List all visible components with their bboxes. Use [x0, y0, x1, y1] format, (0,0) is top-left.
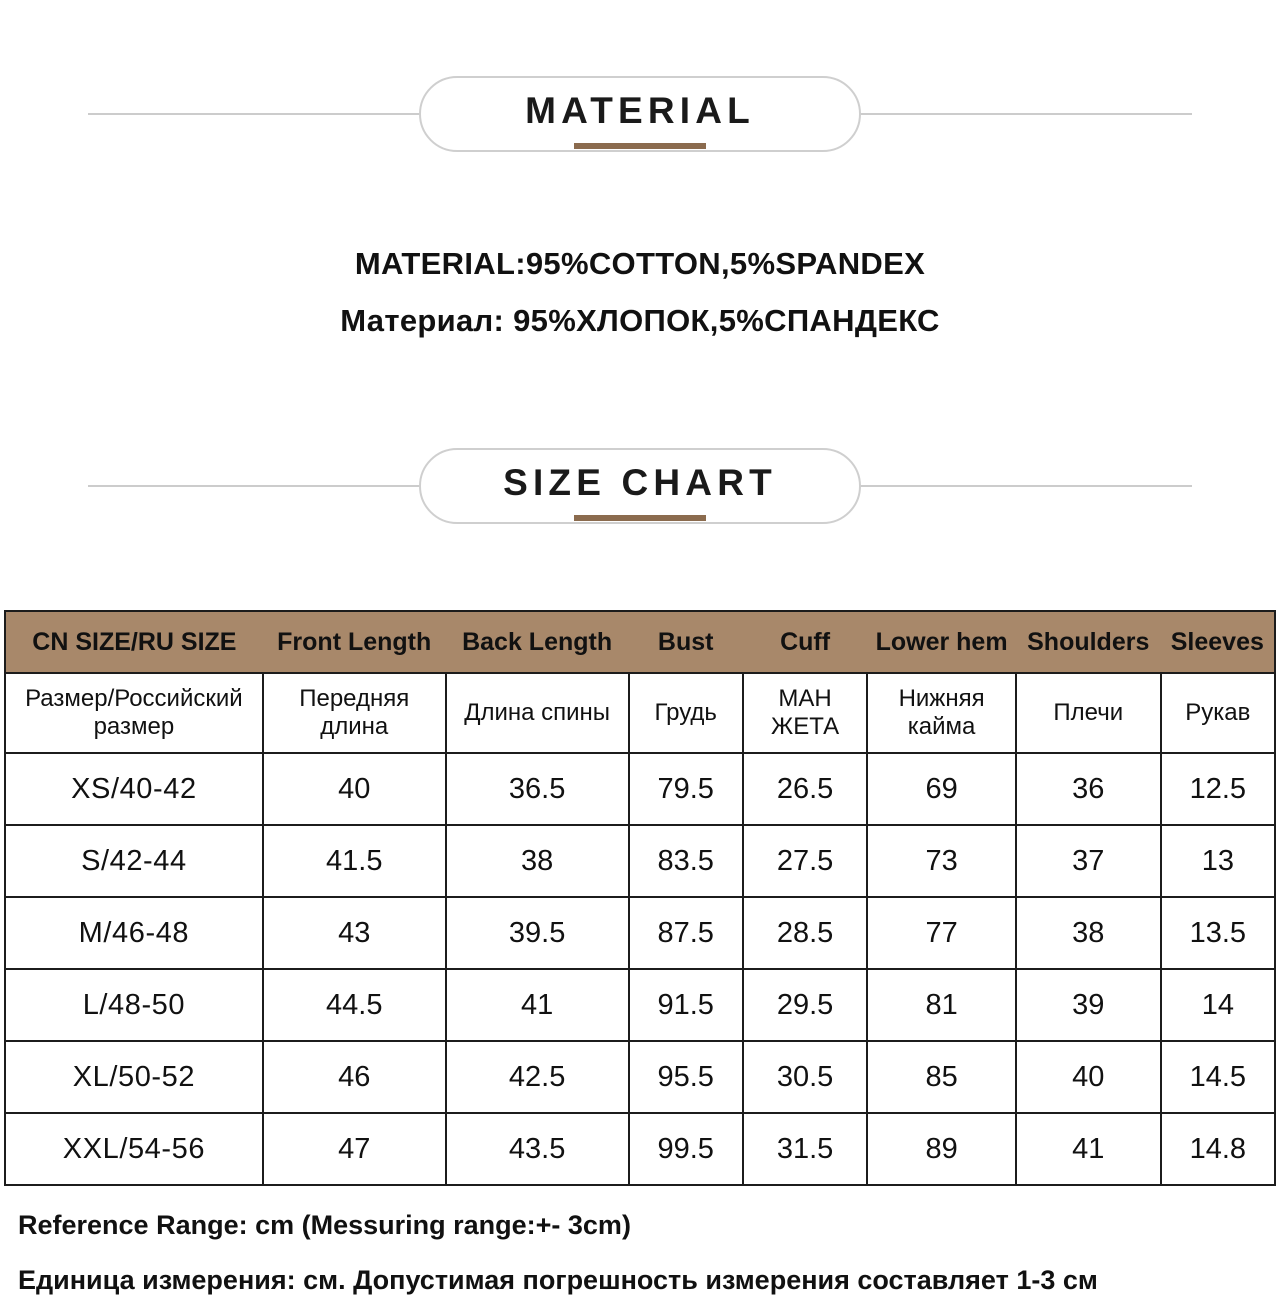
measurement-cell: 40	[1014, 1040, 1162, 1114]
column-header-en: Sleeves	[1160, 611, 1275, 673]
column-header-ru: Рукав	[1159, 672, 1277, 754]
measurement-cell: 95.5	[627, 1040, 744, 1114]
size-label-cell: M/46-48	[4, 896, 264, 970]
measurement-cell: 13	[1159, 824, 1277, 898]
material-title-pill: MATERIAL	[419, 76, 861, 152]
column-header-en: Shoulders	[1015, 611, 1161, 673]
measurement-cell: 81	[866, 968, 1017, 1042]
measurement-notes: Reference Range: cm (Messuring range:+- …	[0, 1212, 1280, 1294]
measurement-cell: 30.5	[741, 1040, 869, 1114]
material-section-title: MATERIAL	[525, 90, 755, 131]
column-header-en: Cuff	[742, 611, 868, 673]
column-header-ru: Передняя длина	[261, 672, 447, 754]
measurement-cell: 79.5	[627, 752, 744, 826]
measurement-cell: 12.5	[1159, 752, 1277, 826]
measurement-cell: 41	[1014, 1112, 1162, 1186]
size-chart-table-wrap: CN SIZE/RU SIZE Front Length Back Length Bu…	[0, 610, 1280, 1186]
measurement-cell: 27.5	[741, 824, 869, 898]
material-line-en: MATERIAL:95%COTTON,5%SPANDEX	[354, 246, 926, 281]
column-header-ru: МАН ЖЕТА	[741, 672, 869, 754]
column-header-ru: Длина спины	[444, 672, 630, 754]
column-header-en: Bust	[628, 611, 743, 673]
measurement-cell: 43.5	[444, 1112, 630, 1186]
column-header-en: CN SIZE/RU SIZE	[5, 611, 263, 673]
size-chart-title-pill: SIZE CHART	[419, 448, 861, 524]
table-row: XL/50-52 46 42.5 95.5 30.5 85 40 14.5	[4, 1040, 1277, 1114]
title-accent-underline	[574, 515, 706, 521]
header-row-ru: Размер/Российский размер Передняя длина Дл…	[4, 672, 1277, 754]
measurement-cell: 83.5	[627, 824, 744, 898]
measurement-cell: 39	[1014, 968, 1162, 1042]
size-label-cell: XXL/54-56	[4, 1112, 264, 1186]
material-line-ru: Материал: 95%ХЛОПОК,5%СПАНДЕКС	[340, 303, 940, 338]
column-header-ru: Грудь	[627, 672, 744, 754]
measurement-cell: 87.5	[627, 896, 744, 970]
measurement-cell: 29.5	[741, 968, 869, 1042]
table-row: XXL/54-56 47 43.5 99.5 31.5 89 41 14.8	[4, 1112, 1277, 1186]
size-chart-title-band: SIZE CHART	[0, 448, 1280, 524]
measurement-cell: 37	[1014, 824, 1162, 898]
measurement-cell: 85	[866, 1040, 1017, 1114]
measurement-cell: 40	[261, 752, 447, 826]
column-header-ru: Плечи	[1014, 672, 1162, 754]
measurement-cell: 69	[866, 752, 1017, 826]
size-label-cell: XL/50-52	[4, 1040, 264, 1114]
measurement-cell: 38	[1014, 896, 1162, 970]
measurement-cell: 73	[866, 824, 1017, 898]
size-label-cell: XS/40-42	[4, 752, 264, 826]
measurement-cell: 47	[261, 1112, 447, 1186]
measurement-cell: 39.5	[444, 896, 630, 970]
measurement-cell: 14.5	[1159, 1040, 1277, 1114]
column-header-ru: Нижняя кайма	[866, 672, 1017, 754]
measurement-cell: 36	[1014, 752, 1162, 826]
size-chart-body: Размер/Российский размер Передняя длина Дл…	[4, 672, 1277, 1186]
measurement-cell: 41	[444, 968, 630, 1042]
note-line-ru: Единица измерения: см. Допустимая погреш…	[18, 1265, 1098, 1295]
material-composition: MATERIAL:95%COTTON,5%SPANDEX Материал: 9…	[0, 248, 1280, 336]
header-row-en: CN SIZE/RU SIZE Front Length Back Length Bu…	[5, 611, 1275, 673]
note-line-en: Reference Range: cm (Messuring range:+- …	[18, 1210, 631, 1240]
size-label-cell: L/48-50	[4, 968, 264, 1042]
measurement-cell: 38	[444, 824, 630, 898]
measurement-cell: 91.5	[627, 968, 744, 1042]
column-header-en: Front Length	[262, 611, 446, 673]
table-row: M/46-48 43 39.5 87.5 28.5 77 38 13.5	[4, 896, 1277, 970]
measurement-cell: 42.5	[444, 1040, 630, 1114]
measurement-cell: 44.5	[261, 968, 447, 1042]
title-accent-underline	[574, 143, 706, 149]
material-title-band: MATERIAL	[0, 76, 1280, 152]
measurement-cell: 77	[866, 896, 1017, 970]
measurement-cell: 13.5	[1159, 896, 1277, 970]
table-row: L/48-50 44.5 41 91.5 29.5 81 39 14	[4, 968, 1277, 1042]
size-chart-section-title: SIZE CHART	[503, 462, 777, 503]
column-header-en: Back Length	[445, 611, 629, 673]
measurement-cell: 28.5	[741, 896, 869, 970]
table-row: XS/40-42 40 36.5 79.5 26.5 69 36 12.5	[4, 752, 1277, 826]
measurement-cell: 43	[261, 896, 447, 970]
measurement-cell: 99.5	[627, 1112, 744, 1186]
column-header-ru: Размер/Российский размер	[4, 672, 264, 754]
measurement-cell: 41.5	[261, 824, 447, 898]
measurement-cell: 31.5	[741, 1112, 869, 1186]
measurement-cell: 89	[866, 1112, 1017, 1186]
measurement-cell: 14	[1159, 968, 1277, 1042]
table-row: S/42-44 41.5 38 83.5 27.5 73 37 13	[4, 824, 1277, 898]
measurement-cell: 26.5	[741, 752, 869, 826]
size-chart-table: CN SIZE/RU SIZE Front Length Back Length Bu…	[4, 610, 1277, 1186]
size-label-cell: S/42-44	[4, 824, 264, 898]
measurement-cell: 14.8	[1159, 1112, 1277, 1186]
column-header-en: Lower hem	[867, 611, 1016, 673]
measurement-cell: 46	[261, 1040, 447, 1114]
measurement-cell: 36.5	[444, 752, 630, 826]
